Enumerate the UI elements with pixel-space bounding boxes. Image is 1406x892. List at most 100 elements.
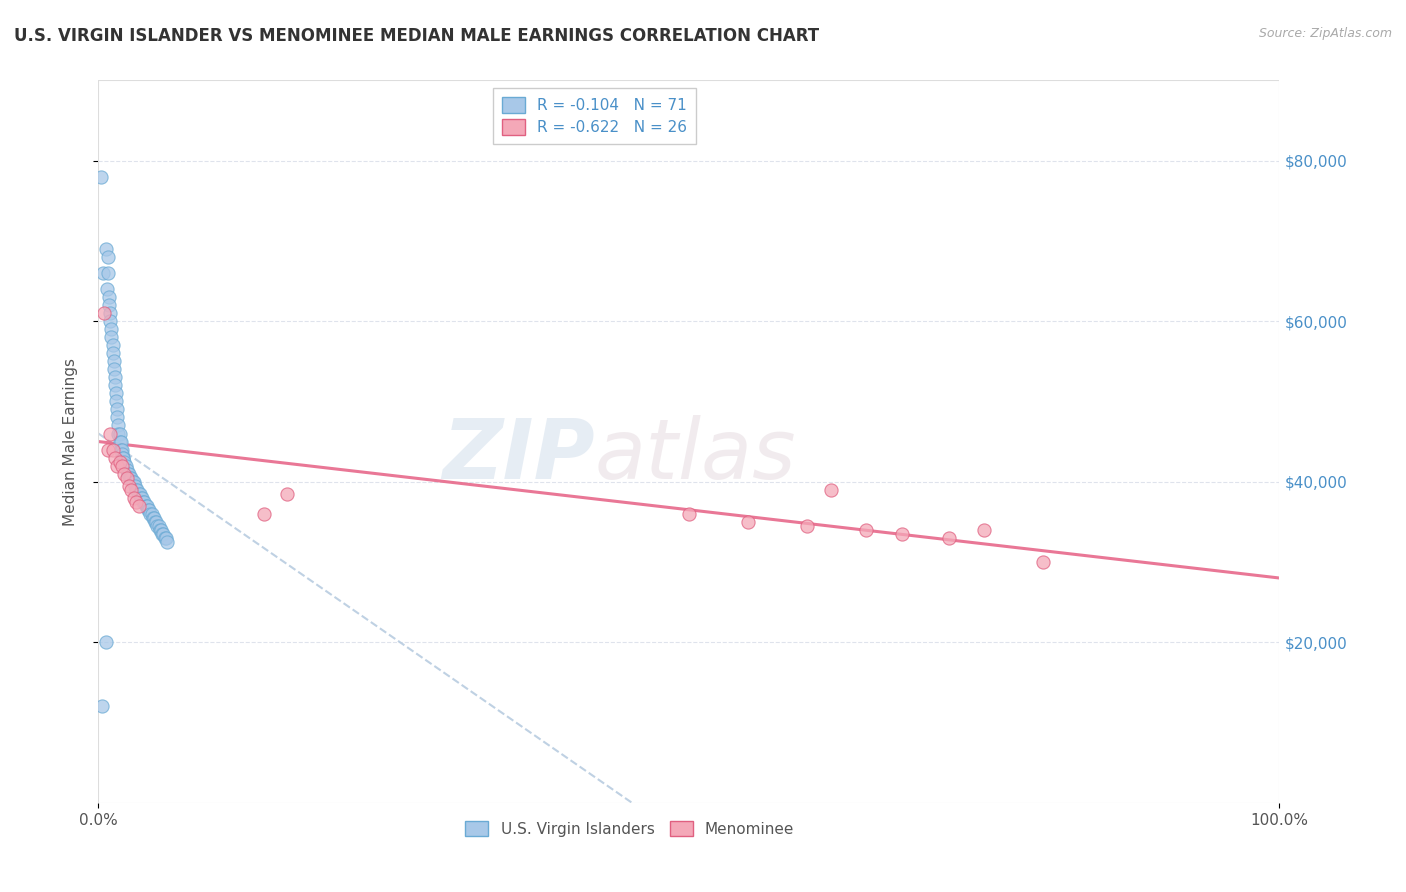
Point xyxy=(128,499,150,513)
Point xyxy=(101,338,124,352)
Point xyxy=(98,426,121,441)
Point xyxy=(98,290,121,304)
Point xyxy=(796,518,818,533)
Point xyxy=(112,450,135,465)
Point xyxy=(122,491,145,505)
Point xyxy=(143,515,166,529)
Point xyxy=(103,354,125,368)
Point xyxy=(104,450,127,465)
Point xyxy=(112,450,135,465)
Point xyxy=(155,531,177,545)
Point xyxy=(101,346,124,360)
Point xyxy=(129,491,152,505)
Point xyxy=(115,462,138,476)
Point xyxy=(107,418,129,433)
Text: atlas: atlas xyxy=(595,416,796,497)
Point xyxy=(97,250,120,264)
Point xyxy=(105,394,128,409)
Point xyxy=(135,499,157,513)
Point xyxy=(93,306,115,320)
Point xyxy=(128,486,150,500)
Point xyxy=(134,494,156,508)
Point xyxy=(149,523,172,537)
Point xyxy=(90,169,112,184)
Point xyxy=(121,475,143,489)
Point xyxy=(107,426,129,441)
Point xyxy=(108,434,131,449)
Point xyxy=(148,518,170,533)
Point xyxy=(146,518,169,533)
Point xyxy=(938,531,960,545)
Point xyxy=(973,523,995,537)
Point xyxy=(108,454,131,468)
Point xyxy=(121,483,143,497)
Point xyxy=(135,499,157,513)
Point xyxy=(118,467,141,481)
Point xyxy=(145,515,167,529)
Legend: U.S. Virgin Islanders, Menominee: U.S. Virgin Islanders, Menominee xyxy=(457,812,803,846)
Point xyxy=(105,458,128,473)
Point xyxy=(1032,555,1054,569)
Point xyxy=(94,242,117,256)
Point xyxy=(820,483,842,497)
Point xyxy=(105,386,128,401)
Point xyxy=(105,410,128,425)
Point xyxy=(118,478,141,492)
Point xyxy=(105,402,128,417)
Point xyxy=(101,442,124,457)
Point xyxy=(111,446,134,460)
Point xyxy=(112,454,135,468)
Text: Source: ZipAtlas.com: Source: ZipAtlas.com xyxy=(1258,27,1392,40)
Point xyxy=(142,510,165,524)
Point xyxy=(132,494,155,508)
Point xyxy=(98,298,121,312)
Point xyxy=(125,494,148,508)
Point xyxy=(890,526,912,541)
Point xyxy=(91,699,114,714)
Point xyxy=(104,370,127,384)
Point xyxy=(94,635,117,649)
Point xyxy=(111,458,134,473)
Point xyxy=(138,502,160,516)
Point xyxy=(855,523,877,537)
Point xyxy=(125,483,148,497)
Point xyxy=(152,526,174,541)
Point xyxy=(276,486,298,500)
Point xyxy=(142,510,165,524)
Point xyxy=(737,515,759,529)
Point xyxy=(120,470,142,484)
Text: ZIP: ZIP xyxy=(441,416,595,497)
Point xyxy=(100,330,122,344)
Point xyxy=(104,378,127,392)
Point xyxy=(114,458,136,473)
Point xyxy=(153,531,176,545)
Point xyxy=(139,507,162,521)
Point xyxy=(96,282,118,296)
Point xyxy=(127,483,149,497)
Point xyxy=(150,526,173,541)
Point xyxy=(98,314,121,328)
Point xyxy=(121,470,143,484)
Point xyxy=(678,507,700,521)
Point xyxy=(156,534,179,549)
Point xyxy=(141,507,163,521)
Point xyxy=(100,322,122,336)
Point xyxy=(111,442,134,457)
Point xyxy=(115,470,138,484)
Point xyxy=(98,306,121,320)
Point xyxy=(108,426,131,441)
Point xyxy=(91,266,114,280)
Point xyxy=(128,486,150,500)
Point xyxy=(150,523,173,537)
Point xyxy=(97,266,120,280)
Text: U.S. VIRGIN ISLANDER VS MENOMINEE MEDIAN MALE EARNINGS CORRELATION CHART: U.S. VIRGIN ISLANDER VS MENOMINEE MEDIAN… xyxy=(14,27,820,45)
Point xyxy=(124,478,146,492)
Point xyxy=(110,442,132,457)
Point xyxy=(136,502,159,516)
Point xyxy=(131,491,153,505)
Point xyxy=(117,467,139,481)
Point xyxy=(122,475,145,489)
Point xyxy=(110,434,132,449)
Point xyxy=(97,442,120,457)
Point xyxy=(103,362,125,376)
